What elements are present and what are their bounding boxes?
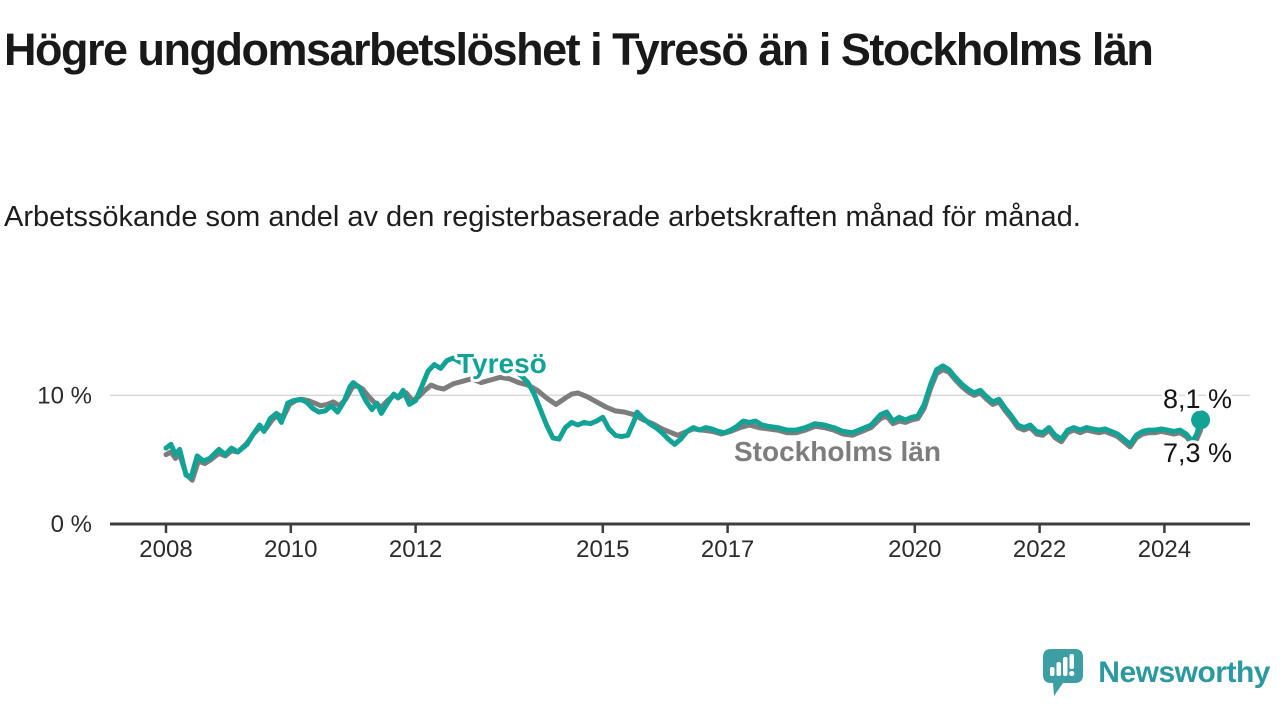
x-tick-label: 2015 (576, 536, 629, 563)
series-line-stockholm (163, 367, 1204, 483)
x-tick-label: 2017 (701, 536, 754, 563)
series-inline-label: Tyresö (457, 348, 547, 379)
x-tick-label: 2020 (888, 536, 941, 563)
end-value-label: 7,3 % (1163, 438, 1232, 468)
line-chart: 2008 2010 2012 2015 2017 2020 2022 2024 0 % 10 % T… (37, 345, 1250, 563)
x-tick-label: 2012 (389, 536, 442, 563)
newsworthy-logo-icon (1043, 649, 1084, 696)
x-tick-label: 2024 (1138, 536, 1191, 563)
series-end-dot (1191, 410, 1211, 430)
newsworthy-wordmark: Newsworthy (1098, 656, 1270, 689)
x-tick-label: 2022 (1013, 536, 1066, 563)
series-line-tyreso (163, 355, 1204, 481)
branding-footer: Newsworthy (1042, 648, 1270, 698)
page-title: Högre ungdomsarbetslöshet i Tyresö än i … (4, 24, 1154, 75)
series-inline-label: Stockholms län (734, 436, 941, 467)
bar-chart-glyph (1050, 654, 1075, 677)
y-tick-label: 0 % (51, 511, 92, 538)
end-value-label: 8,1 % (1163, 384, 1232, 414)
y-tick-label: 10 % (37, 382, 92, 409)
x-tick-label: 2008 (139, 536, 192, 563)
chart-subtitle: Arbetssökande som andel av den registerb… (4, 201, 1081, 233)
x-tick-label: 2010 (264, 536, 317, 563)
